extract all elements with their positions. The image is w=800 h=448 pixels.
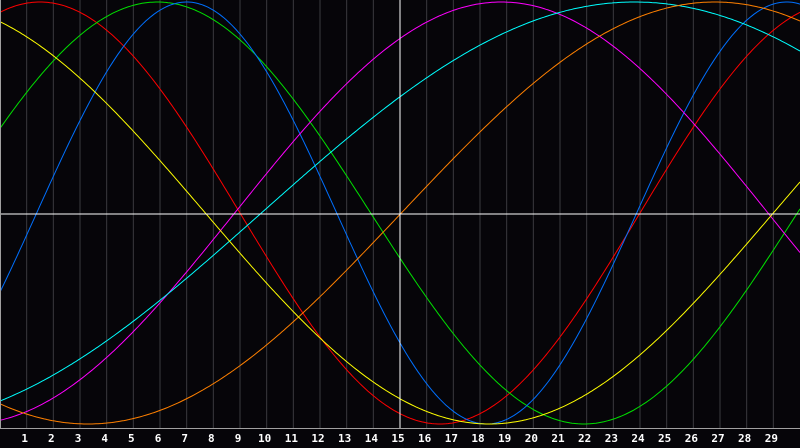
x-tick-label-7: 7: [181, 432, 188, 445]
x-tick-label-29: 29: [765, 432, 778, 445]
x-tick-label-8: 8: [208, 432, 215, 445]
x-tick-label-26: 26: [685, 432, 699, 445]
x-tick-label-27: 27: [711, 432, 724, 445]
x-tick-label-17: 17: [445, 432, 458, 445]
x-tick-label-3: 3: [75, 432, 82, 445]
x-tick-label-12: 12: [311, 432, 324, 445]
x-tick-label-22: 22: [578, 432, 591, 445]
x-tick-label-19: 19: [498, 432, 511, 445]
x-tick-label-10: 10: [258, 432, 271, 445]
x-tick-label-14: 14: [365, 432, 379, 445]
x-tick-label-6: 6: [155, 432, 162, 445]
x-tick-label-4: 4: [101, 432, 108, 445]
x-tick-label-1: 1: [21, 432, 28, 445]
x-tick-label-16: 16: [418, 432, 432, 445]
axes: [0, 0, 800, 429]
x-tick-label-15: 15: [391, 432, 404, 445]
x-tick-label-28: 28: [738, 432, 751, 445]
x-tick-label-2: 2: [48, 432, 55, 445]
x-tick-label-18: 18: [471, 432, 484, 445]
x-tick-label-21: 21: [551, 432, 565, 445]
x-tick-label-9: 9: [235, 432, 242, 445]
x-tick-label-24: 24: [631, 432, 645, 445]
x-tick-label-13: 13: [338, 432, 351, 445]
x-tick-label-23: 23: [605, 432, 618, 445]
x-tick-label-5: 5: [128, 432, 135, 445]
x-tick-label-20: 20: [525, 432, 538, 445]
x-tick-labels: 1 2 3 4 5 6 7 8 9 10 11 12 13 14 15 16 17 18 19 20 21 22 23 24 2…: [21, 432, 778, 445]
x-tick-label-11: 11: [285, 432, 299, 445]
x-tick-label-25: 25: [658, 432, 671, 445]
